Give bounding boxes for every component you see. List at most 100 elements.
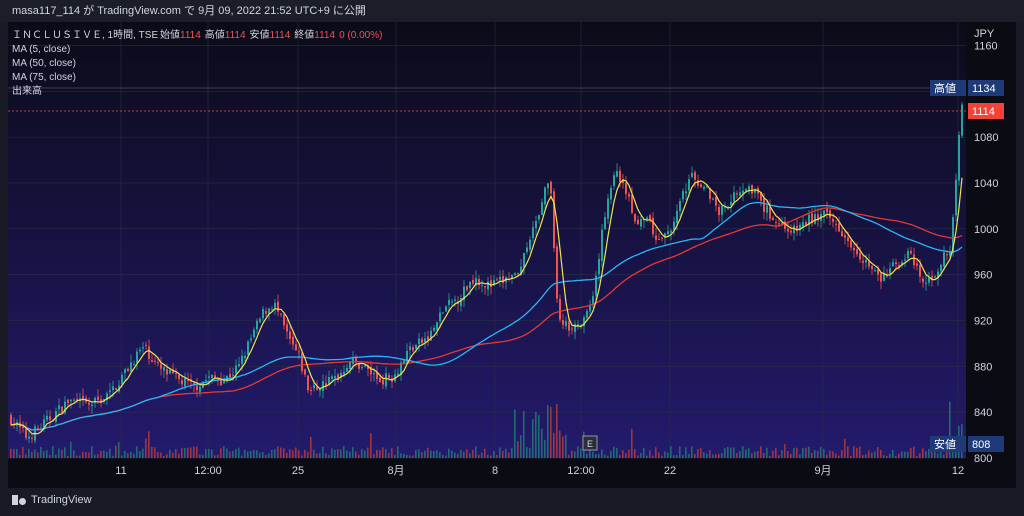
candle-body-179 bbox=[547, 183, 549, 189]
candle-body-268 bbox=[814, 214, 816, 224]
candle-body-196 bbox=[598, 258, 600, 275]
volume-bar-279 bbox=[847, 446, 849, 458]
volume-bar-291 bbox=[883, 454, 885, 458]
candle-body-299 bbox=[907, 250, 909, 259]
legend-ma50[interactable]: MA (50, close) bbox=[12, 58, 76, 69]
chart-area[interactable]: ＩＮＣＬＵＳＩＶＥ, 1時間, TSE 始値1114 高値1114 安値1114 終値… bbox=[8, 22, 1016, 488]
volume-bar-300 bbox=[910, 447, 912, 458]
volume-bar-103 bbox=[319, 452, 321, 458]
volume-bar-107 bbox=[331, 448, 333, 458]
candle-body-316 bbox=[958, 134, 960, 181]
volume-bar-212 bbox=[646, 455, 648, 458]
volume-bar-278 bbox=[844, 438, 846, 458]
candle-body-266 bbox=[808, 214, 810, 226]
time-ticks: 11 12:00 25 8月 8 12:00 22 9月 12 bbox=[115, 465, 964, 477]
candle-body-76 bbox=[238, 363, 240, 367]
volume-bar-305 bbox=[925, 451, 927, 458]
volume-bar-136 bbox=[418, 449, 420, 458]
ma5-line bbox=[10, 177, 963, 435]
volume-bar-240 bbox=[730, 447, 732, 458]
candle-body-42 bbox=[136, 351, 138, 363]
candle-body-28 bbox=[94, 397, 96, 403]
volume-bar-54 bbox=[172, 452, 174, 458]
volume-bar-207 bbox=[631, 428, 633, 458]
candle-body-290 bbox=[880, 273, 882, 282]
volume-bar-242 bbox=[736, 453, 738, 458]
candle-body-67 bbox=[211, 374, 213, 378]
candle-body-132 bbox=[406, 350, 408, 363]
candle-body-257 bbox=[781, 223, 783, 225]
volume-bar-192 bbox=[586, 453, 588, 458]
legend-ma75[interactable]: MA (75, close) bbox=[12, 72, 76, 83]
volume-bar-295 bbox=[895, 455, 897, 458]
low-tag-box bbox=[930, 436, 966, 452]
candle-body-4 bbox=[22, 426, 24, 428]
volume-bar-1 bbox=[13, 449, 15, 458]
candle-body-306 bbox=[928, 277, 930, 283]
volume-bar-31 bbox=[103, 450, 105, 458]
volume-bar-73 bbox=[229, 451, 231, 458]
candle-body-65 bbox=[205, 379, 207, 381]
volume-bar-79 bbox=[247, 451, 249, 458]
candle-body-194 bbox=[592, 296, 594, 306]
candle-body-116 bbox=[358, 363, 360, 369]
volume-bar-130 bbox=[400, 453, 402, 458]
volume-bar-296 bbox=[898, 453, 900, 458]
legend-ma5[interactable]: MA (5, close) bbox=[12, 44, 70, 55]
volume-bar-150 bbox=[460, 449, 462, 458]
candle-body-53 bbox=[169, 369, 171, 374]
low-label: 安値 bbox=[250, 28, 270, 41]
tradingview-brand[interactable]: TradingView bbox=[12, 494, 92, 506]
candle-body-137 bbox=[421, 338, 423, 343]
candle-body-183 bbox=[559, 298, 561, 320]
volume-bar-119 bbox=[367, 447, 369, 458]
volume-bar-4 bbox=[22, 446, 24, 458]
volume-bar-87 bbox=[271, 449, 273, 458]
volume-bar-274 bbox=[832, 451, 834, 458]
candle-body-41 bbox=[133, 363, 135, 365]
volume-bar-55 bbox=[175, 448, 177, 458]
candle-body-138 bbox=[424, 338, 426, 343]
candle-body-158 bbox=[484, 285, 486, 288]
legend[interactable]: ＩＮＣＬＵＳＩＶＥ, 1時間, TSE 始値1114 高値1114 安値1114 終値… bbox=[12, 28, 382, 97]
price-tick-4: 1000 bbox=[974, 224, 998, 236]
earnings-badge[interactable]: E bbox=[582, 435, 598, 451]
volume-bar-286 bbox=[868, 450, 870, 458]
volume-bar-255 bbox=[775, 447, 777, 458]
volume-bar-287 bbox=[871, 452, 873, 458]
candle-body-216 bbox=[658, 239, 660, 241]
volume-bar-217 bbox=[661, 455, 663, 458]
volume-bar-81 bbox=[253, 449, 255, 458]
volume-bar-304 bbox=[922, 448, 924, 458]
volume-bar-95 bbox=[295, 447, 297, 458]
candle-body-133 bbox=[409, 346, 411, 351]
volume-bar-124 bbox=[382, 447, 384, 458]
ma50-line bbox=[10, 201, 963, 431]
candle-body-177 bbox=[541, 202, 543, 215]
volume-bar-69 bbox=[217, 454, 219, 458]
volume-bar-40 bbox=[130, 451, 132, 458]
price-chart[interactable]: ＩＮＣＬＵＳＩＶＥ, 1時間, TSE 始値1114 高値1114 安値1114 終値… bbox=[8, 22, 1016, 488]
candle-body-131 bbox=[403, 360, 405, 364]
candle-body-201 bbox=[613, 175, 615, 187]
candle-body-191 bbox=[583, 317, 585, 327]
legend-symbol: ＩＮＣＬＵＳＩＶＥ, 1時間, TSE bbox=[12, 29, 158, 41]
candle-body-81 bbox=[253, 329, 255, 338]
volume-bar-273 bbox=[829, 450, 831, 458]
grid-lines bbox=[8, 22, 966, 459]
candle-body-180 bbox=[550, 181, 552, 194]
volume-bar-301 bbox=[913, 446, 915, 458]
volume-bar-314 bbox=[952, 450, 954, 458]
volume-bar-250 bbox=[760, 446, 762, 458]
candle-body-236 bbox=[718, 206, 720, 216]
candle-body-311 bbox=[943, 252, 945, 267]
candle-body-226 bbox=[688, 179, 690, 191]
candle-body-109 bbox=[337, 374, 339, 380]
candle-body-228 bbox=[694, 172, 696, 180]
candle-body-224 bbox=[682, 191, 684, 200]
candle-body-48 bbox=[154, 360, 156, 362]
volume-bar-253 bbox=[769, 455, 771, 458]
volume-bar-199 bbox=[607, 455, 609, 458]
volume-bar-98 bbox=[304, 449, 306, 458]
legend-volume[interactable]: 出来高 bbox=[12, 84, 42, 97]
